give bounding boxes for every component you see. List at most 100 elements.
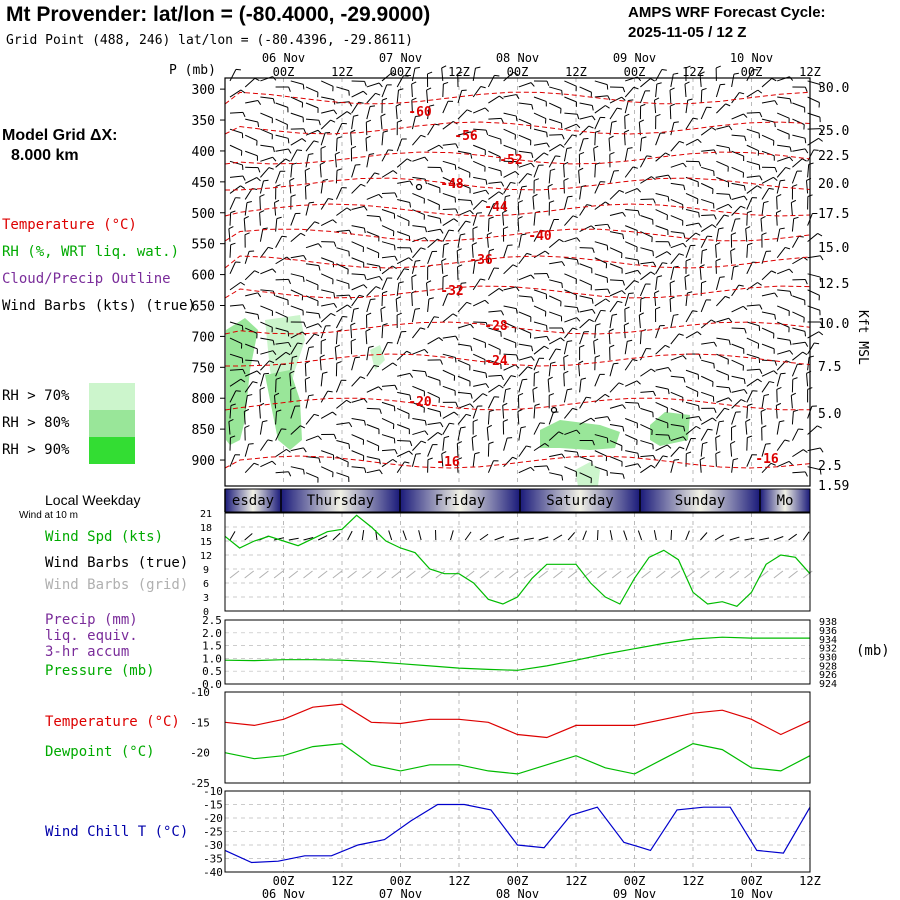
wind-barb	[351, 241, 364, 248]
wind-barb	[761, 292, 775, 297]
wind-barb-flag	[369, 105, 376, 107]
wind-barb	[579, 225, 592, 233]
wind-barb-flag	[656, 82, 662, 85]
wind-barb	[685, 438, 692, 451]
wind-barb-flag	[380, 113, 386, 117]
wind-barb-flag	[521, 233, 527, 236]
wind-barb	[426, 90, 429, 104]
wind-barb	[670, 423, 684, 428]
wind-barb-flag	[804, 148, 809, 154]
wind-speed-tick: 3	[203, 593, 209, 604]
wind-barb	[396, 90, 399, 104]
wind-barb	[655, 434, 669, 436]
height-tick: 7.5	[818, 360, 841, 375]
wind-barb	[761, 462, 772, 474]
wind-barb	[776, 228, 781, 242]
wind-barb-flag	[382, 130, 389, 133]
wind-barb-flag	[362, 90, 368, 95]
wind-speed-tick: 18	[200, 523, 212, 534]
grid-wind-barb	[391, 570, 402, 579]
wind-barb	[518, 134, 531, 141]
bottom-hour-label: 12Z	[799, 874, 821, 888]
wind-barb-flag	[300, 232, 306, 237]
wind-barb-flag	[359, 294, 365, 298]
wind-barb-flag	[771, 270, 777, 274]
wind-barb-flag	[289, 370, 295, 374]
wind-barb	[457, 131, 471, 136]
pressure-tick: 600	[192, 269, 215, 284]
wind-barb-flag	[404, 461, 410, 464]
wind-barb-flag	[785, 360, 791, 364]
wind-barb	[228, 421, 231, 435]
wind-barb-flag	[607, 95, 611, 101]
wind-barb-flag	[262, 420, 268, 423]
wind-barb	[411, 309, 416, 323]
pressure-tick: 700	[192, 330, 215, 345]
wind-barb	[260, 96, 274, 100]
wind-barb	[397, 391, 411, 396]
wind-barb-flag	[589, 318, 594, 323]
wind-barb-flag	[667, 174, 672, 180]
wind-barb	[260, 144, 274, 148]
wind-barb	[533, 305, 547, 312]
wind-barb-flag	[608, 328, 614, 332]
wind-barb	[487, 396, 495, 409]
wind-barb-flag	[784, 439, 790, 442]
wind-speed-tick: 12	[200, 551, 212, 562]
wind-barb	[473, 321, 487, 324]
wind-barb	[487, 460, 494, 473]
wind-barb-flag	[774, 292, 778, 298]
wind-barb	[320, 180, 324, 194]
surface-wind-barb	[388, 530, 393, 541]
wind-barb-flag	[461, 282, 467, 284]
wind-barb	[441, 260, 444, 274]
wind-barb	[397, 231, 410, 237]
windchill-frame	[224, 790, 811, 873]
wind-barb-flag	[632, 166, 638, 169]
wind-barb-flag	[774, 314, 777, 320]
wind-barb	[427, 106, 430, 120]
wind-barb-flag	[469, 403, 474, 408]
wind-barb-flag	[637, 453, 640, 459]
wind-barb	[761, 118, 775, 123]
wind-barb	[290, 357, 293, 371]
wind-barb	[564, 305, 578, 309]
wind-barb-flag	[743, 389, 748, 394]
wind-barb	[716, 397, 729, 403]
wind-barb	[533, 112, 547, 119]
wind-barb-flag	[262, 227, 268, 230]
wind-barb	[260, 167, 270, 178]
wind-barb	[625, 401, 639, 404]
wind-barb-flag	[439, 228, 444, 234]
wind-barb	[411, 454, 417, 467]
wind-barb	[305, 456, 319, 459]
wind-barb	[609, 170, 615, 184]
wind-barb	[487, 250, 490, 264]
grid-wind-barb	[273, 570, 284, 579]
wind-barb	[731, 74, 735, 88]
wind-barb-flag	[667, 196, 670, 202]
wind-barb	[472, 260, 476, 274]
wind-barb	[777, 128, 790, 135]
wind-barb-flag	[500, 375, 504, 381]
pressure-tick: 900	[192, 454, 215, 469]
wind-barb-flag	[791, 392, 796, 396]
wind-barb	[381, 325, 384, 339]
wind-barb	[472, 68, 476, 82]
wind-barb	[518, 366, 529, 377]
wind-barb	[670, 198, 683, 206]
wind-barb	[336, 422, 350, 425]
wind-barb	[305, 118, 319, 121]
wind-barb-flag	[561, 475, 564, 481]
wind-barb-flag	[420, 327, 426, 330]
wind-barb-flag	[517, 216, 523, 220]
wind-barb	[745, 421, 748, 435]
wind-barb-flag	[591, 298, 594, 304]
wind-barb-flag	[578, 360, 584, 364]
wind-barb-flag	[305, 376, 311, 380]
wind-barb	[563, 164, 565, 178]
wind-barb	[655, 401, 668, 409]
wind-barb-flag	[350, 129, 356, 133]
wind-barb	[244, 177, 258, 184]
wind-barb-flag	[515, 364, 520, 369]
